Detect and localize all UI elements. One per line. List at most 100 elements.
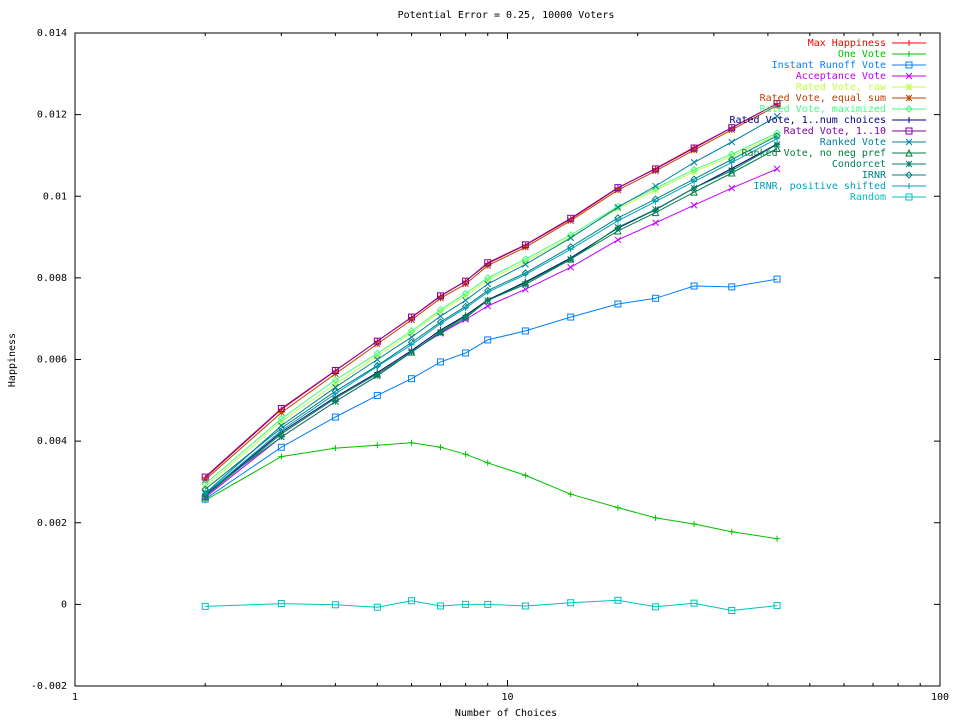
y-tick-label: 0.004 xyxy=(37,436,67,447)
legend-marker xyxy=(906,183,912,189)
data-point xyxy=(373,356,381,363)
legend-entry: Ranked Vote xyxy=(820,137,926,148)
data-point xyxy=(331,367,339,375)
marker-stroke xyxy=(614,223,622,231)
x-axis-label: Number of Choices xyxy=(455,708,557,719)
data-point xyxy=(651,208,660,217)
data-point xyxy=(437,320,444,327)
data-point xyxy=(567,263,575,271)
data-point xyxy=(614,184,622,192)
data-point xyxy=(690,188,698,196)
marker-stroke xyxy=(332,383,339,391)
data-point xyxy=(567,246,574,253)
marker-stroke xyxy=(773,112,781,120)
marker-stroke xyxy=(614,236,622,244)
marker-stroke xyxy=(522,281,529,288)
marker-stroke xyxy=(462,296,469,304)
marker-stroke xyxy=(614,596,622,604)
data-point xyxy=(522,472,529,479)
marker-stroke xyxy=(773,275,781,283)
legend-label: Ranked Vote, no neg pref xyxy=(742,148,887,159)
legend-marker xyxy=(906,117,912,123)
marker-stroke xyxy=(690,146,698,154)
data-point xyxy=(331,376,340,384)
data-point xyxy=(521,255,530,263)
data-point xyxy=(773,112,781,120)
marker-stroke xyxy=(773,141,781,148)
legend-entry: IRNR xyxy=(862,170,926,181)
marker-stroke xyxy=(652,603,660,611)
marker-stroke xyxy=(522,261,529,268)
data-point xyxy=(277,443,285,451)
legend-entry: Rated Vote, equal sum xyxy=(760,93,926,104)
data-point xyxy=(484,296,492,304)
marker-stroke xyxy=(373,372,381,380)
data-point xyxy=(522,285,529,293)
data-point xyxy=(567,599,575,607)
marker-stroke xyxy=(521,327,529,335)
data-point xyxy=(462,451,469,458)
legend-label: Rated Vote, equal sum xyxy=(760,93,886,104)
legend-marker xyxy=(905,138,913,146)
marker-stroke xyxy=(690,184,698,192)
marker-stroke xyxy=(728,184,736,192)
legend-entry: Rated Vote, maximized xyxy=(760,104,926,115)
marker-stroke xyxy=(437,292,445,300)
marker-stroke xyxy=(462,277,470,285)
data-point xyxy=(373,349,382,358)
data-point xyxy=(773,275,781,283)
data-point xyxy=(374,442,381,449)
marker-stroke xyxy=(521,255,530,263)
marker-stroke xyxy=(277,414,286,423)
data-point xyxy=(567,234,575,242)
marker-stroke xyxy=(277,404,285,412)
marker-stroke xyxy=(373,391,381,399)
marker-stroke xyxy=(690,188,698,196)
data-point xyxy=(728,159,735,166)
plot-area-border xyxy=(74,32,941,687)
data-point xyxy=(462,349,470,357)
data-point xyxy=(728,184,736,192)
legend-entry: Random xyxy=(850,192,926,203)
data-point xyxy=(690,184,698,192)
data-point xyxy=(774,535,781,542)
data-point xyxy=(407,327,416,335)
marker-stroke xyxy=(331,376,340,384)
marker-stroke xyxy=(614,226,622,235)
series-random xyxy=(201,596,781,614)
data-point xyxy=(773,144,781,152)
data-point xyxy=(437,312,444,320)
legend-marker xyxy=(905,148,913,157)
marker-stroke xyxy=(277,443,285,451)
marker-stroke xyxy=(690,201,698,209)
marker-stroke xyxy=(461,289,470,298)
marker-stroke xyxy=(373,337,381,345)
data-point xyxy=(567,214,575,222)
legend-label: Random xyxy=(850,192,886,203)
legend-entry: Max Happiness xyxy=(808,38,926,49)
data-point xyxy=(331,413,339,421)
marker-stroke xyxy=(408,348,415,356)
data-point xyxy=(652,205,659,213)
legend-marker xyxy=(905,127,913,135)
data-point xyxy=(652,294,660,302)
data-point xyxy=(521,241,529,249)
chart-title: Potential Error = 0.25, 10000 Voters xyxy=(398,10,615,21)
marker-stroke xyxy=(614,186,622,194)
marker-stroke xyxy=(773,144,781,152)
legend-entry: IRNR, positive shifted xyxy=(754,181,926,192)
data-point xyxy=(437,292,445,300)
data-point xyxy=(652,182,659,190)
legend-label: Acceptance Vote xyxy=(796,71,886,82)
data-point xyxy=(690,166,698,174)
data-point xyxy=(690,599,698,607)
data-point xyxy=(728,138,736,146)
data-point xyxy=(277,414,286,423)
marker-stroke xyxy=(567,313,575,321)
marker-stroke xyxy=(652,205,659,213)
data-point xyxy=(278,433,285,441)
data-point xyxy=(614,217,621,224)
marker-stroke xyxy=(690,159,698,166)
